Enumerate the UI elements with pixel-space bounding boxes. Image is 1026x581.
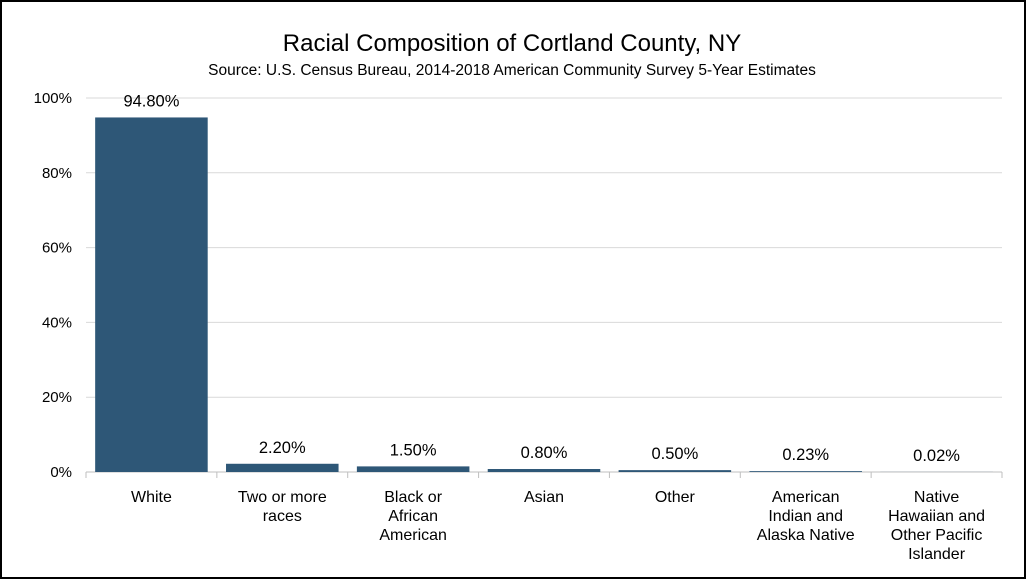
bar [95,117,208,472]
data-label: 1.50% [390,441,437,459]
y-tick-label: 40% [42,314,72,331]
y-tick-label: 0% [50,464,72,481]
data-label: 0.23% [782,446,829,464]
data-labels: 94.80% 2.20% 1.50% 0.80% 0.50% 0.23% 0.02% [123,92,960,464]
data-label: 0.50% [651,445,698,463]
data-label: 0.02% [913,447,960,465]
category-label: Asian [524,489,564,506]
y-tick-label: 80% [42,165,72,182]
category-label: Other [655,489,696,506]
y-tick-label: 20% [42,389,72,406]
chart-subtitle: Source: U.S. Census Bureau, 2014-2018 Am… [208,62,816,79]
bar [357,466,470,472]
bar [226,464,339,472]
data-label: 94.80% [123,92,179,110]
category-label: White [131,489,172,506]
bar [488,469,601,472]
y-tick-label: 60% [42,240,72,257]
y-tick-label: 100% [34,90,72,107]
bar [619,470,732,472]
y-axis-ticks: 0% 20% 40% 60% 80% 100% [34,90,72,481]
chart-title: Racial Composition of Cortland County, N… [283,30,741,57]
bars [95,117,993,472]
gridlines [86,98,1002,478]
data-label: 0.80% [521,444,568,462]
data-label: 2.20% [259,439,306,457]
bar [749,471,862,472]
